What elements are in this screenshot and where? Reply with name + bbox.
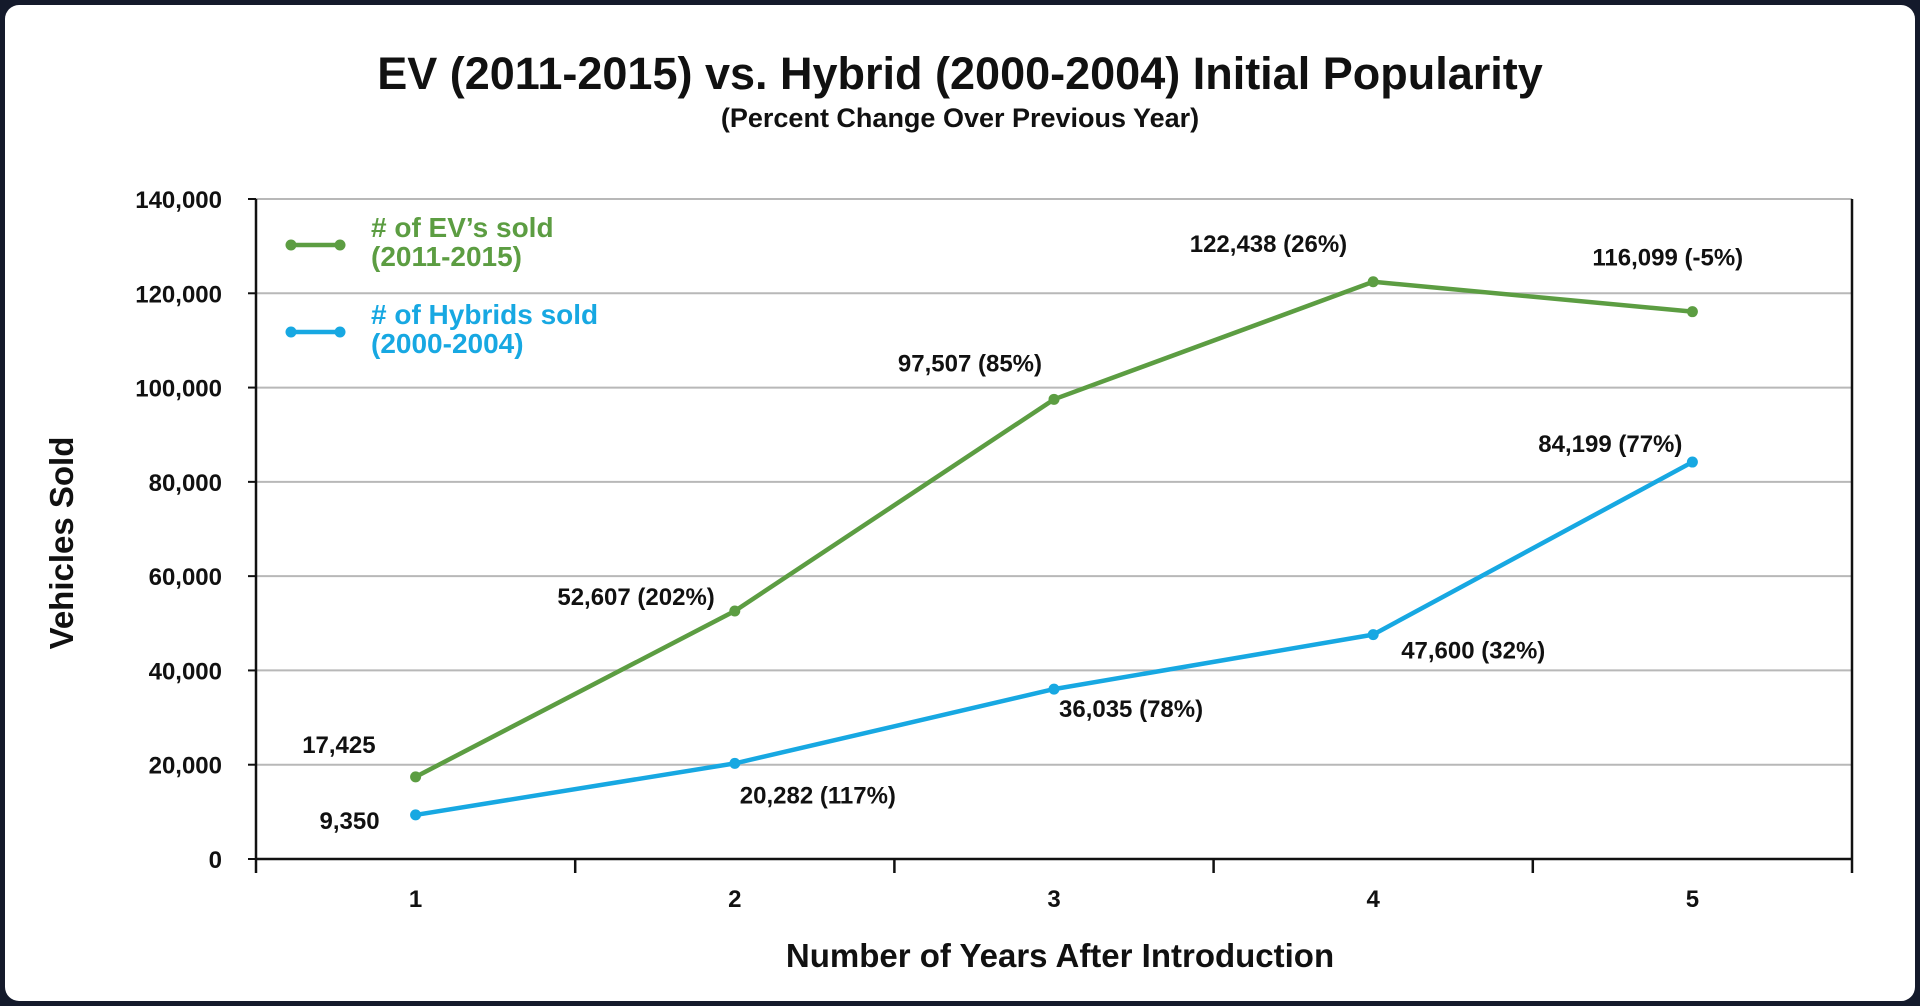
y-tick-label-7: 140,000 (135, 187, 222, 214)
chart-title: EV (2011-2015) vs. Hybrid (2000-2004) In… (377, 48, 1543, 99)
y-tick-label-5: 100,000 (135, 376, 222, 403)
legend-label-years-hybrid: (2000-2004) (371, 328, 524, 359)
chart-frame: EV (2011-2015) vs. Hybrid (2000-2004) In… (5, 5, 1915, 1001)
legend-marker-start-hybrid (285, 326, 297, 338)
data-point-hybrid-0 (410, 809, 422, 821)
data-label-ev-4: 116,099 (-5%) (1592, 245, 1743, 272)
data-label-hybrid-0: 9,350 (320, 808, 380, 835)
x-tick-label-3: 4 (1367, 886, 1381, 913)
chart-subtitle: (Percent Change Over Previous Year) (721, 103, 1199, 133)
series-group (410, 276, 1698, 821)
data-point-ev-2 (1048, 393, 1060, 405)
data-label-ev-1: 52,607 (202%) (557, 584, 714, 611)
y-tick-label-6: 120,000 (135, 281, 222, 308)
legend: # of EV’s sold(2011-2015) # of Hybrids so… (285, 212, 598, 359)
data-point-ev-3 (1367, 276, 1379, 288)
data-label-ev-3: 122,438 (26%) (1190, 231, 1347, 258)
grid-lines (256, 198, 1852, 766)
data-labels: 17,425 52,607 (202%) 97,507 (85%) 122,438 (… (302, 231, 1743, 835)
x-tick-label-0: 1 (409, 886, 422, 913)
data-label-hybrid-4: 84,199 (77%) (1538, 431, 1682, 458)
x-tick-label-1: 2 (728, 886, 741, 913)
data-label-ev-2: 97,507 (85%) (898, 350, 1042, 377)
data-label-hybrid-1: 20,282 (117%) (740, 782, 896, 809)
data-point-hybrid-1 (729, 757, 741, 769)
data-point-ev-4 (1686, 306, 1698, 318)
y-tick-label-0: 0 (209, 847, 222, 874)
x-axis-ticks: 1 2 3 4 5 (254, 859, 1854, 913)
series-line-ev (413, 279, 1695, 780)
data-label-ev-0: 17,425 (302, 732, 375, 759)
line-chart: EV (2011-2015) vs. Hybrid (2000-2004) In… (43, 48, 1854, 974)
legend-marker-end-hybrid (334, 326, 346, 338)
data-point-hybrid-3 (1367, 629, 1379, 641)
data-label-hybrid-3: 47,600 (32%) (1401, 638, 1545, 665)
y-tick-label-4: 80,000 (149, 470, 222, 497)
axes (254, 199, 1854, 861)
y-axis-label: Vehicles Sold (43, 437, 80, 650)
legend-label-hybrid: # of Hybrids sold (371, 299, 598, 330)
legend-marker-end-ev (334, 239, 346, 251)
data-point-ev-0 (410, 771, 422, 783)
data-point-hybrid-2 (1048, 683, 1060, 695)
legend-label-years-ev: (2011-2015) (371, 241, 522, 272)
y-axis-ticks: 0 20,000 40,000 60,000 80,000 100,000 120,000 1… (135, 187, 256, 874)
data-label-hybrid-2: 36,035 (78%) (1059, 696, 1203, 723)
y-tick-label-2: 40,000 (149, 658, 222, 685)
y-tick-label-1: 20,000 (149, 753, 222, 780)
x-axis-label: Number of Years After Introduction (786, 937, 1334, 974)
data-point-ev-1 (729, 605, 741, 617)
legend-label-ev: # of EV’s sold (371, 212, 554, 243)
y-tick-label-3: 60,000 (149, 564, 222, 591)
x-tick-label-2: 3 (1047, 886, 1060, 913)
legend-marker-start-ev (285, 239, 297, 251)
data-point-hybrid-4 (1686, 456, 1698, 468)
x-tick-label-4: 5 (1686, 886, 1699, 913)
